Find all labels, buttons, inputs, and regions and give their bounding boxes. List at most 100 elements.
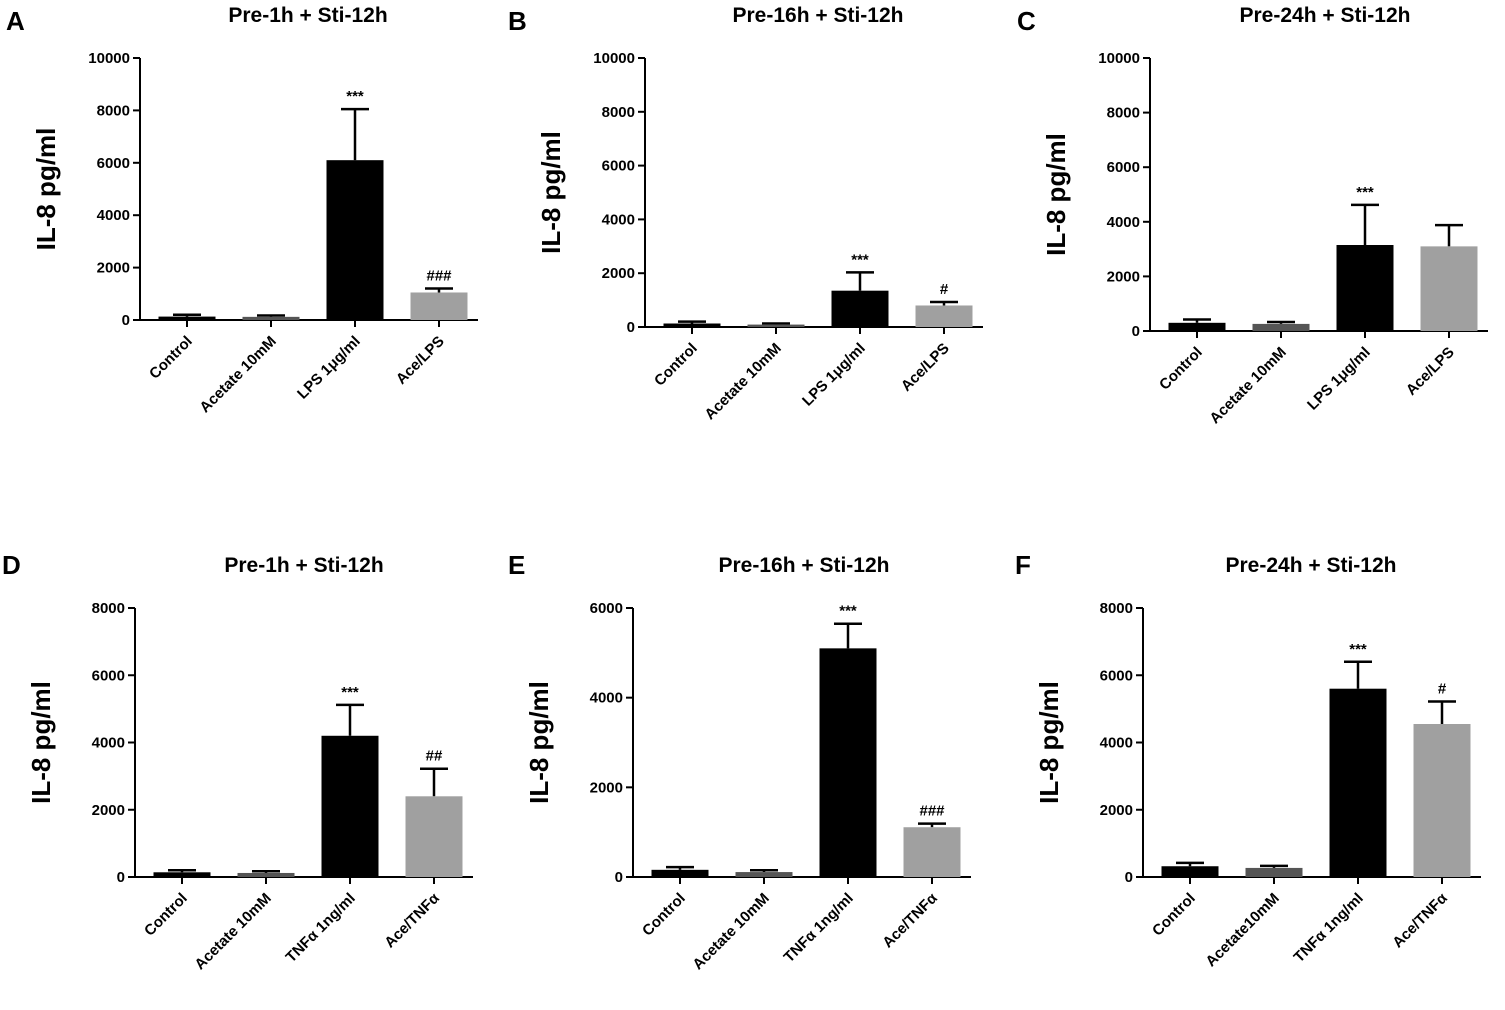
x-category-label: Ace/LPS <box>1403 344 1458 399</box>
chart-title-c: Pre-24h + Sti-12h <box>1240 4 1411 27</box>
x-category-label: Ace/TNFα <box>1389 889 1451 951</box>
significance-label: # <box>1438 680 1447 697</box>
panel-letter-a: A <box>6 6 25 36</box>
bar <box>1252 323 1310 331</box>
y-tick-label: 8000 <box>1100 600 1133 617</box>
x-category-label: Acetate 10mM <box>689 890 772 973</box>
y-tick-label: 2000 <box>602 265 635 282</box>
panel-letter-b: B <box>508 6 527 36</box>
bar <box>1168 322 1226 331</box>
bar <box>831 290 889 327</box>
y-tick-label: 4000 <box>1100 735 1133 752</box>
x-category-label: Control <box>146 333 196 383</box>
y-tick-label: 0 <box>117 869 125 886</box>
x-category-label: Control <box>1149 890 1199 940</box>
panel-letter-f: F <box>1015 550 1031 580</box>
chart-title-d: Pre-1h + Sti-12h <box>224 554 383 577</box>
y-tick-label: 10000 <box>88 50 130 67</box>
bar <box>1420 246 1478 331</box>
panel-letter-d: D <box>2 550 21 580</box>
y-tick-label: 10000 <box>593 50 635 67</box>
bar <box>1336 245 1394 331</box>
x-category-label: TNFα 1ng/ml <box>283 890 359 966</box>
y-tick-label: 6000 <box>590 600 623 617</box>
y-tick-label: 8000 <box>92 600 125 617</box>
y-tick-label: 2000 <box>590 779 623 796</box>
bar <box>405 796 463 877</box>
chart-title-b: Pre-16h + Sti-12h <box>733 4 904 27</box>
x-category-label: Acetate 10mM <box>191 890 274 973</box>
y-tick-label: 4000 <box>590 690 623 707</box>
y-tick-label: 0 <box>615 869 623 886</box>
x-category-label: Control <box>639 890 689 940</box>
x-category-label: Acetate 10mM <box>701 340 784 423</box>
y-tick-label: 6000 <box>1100 667 1133 684</box>
bar <box>321 735 379 877</box>
chart-title-e: Pre-16h + Sti-12h <box>719 554 890 577</box>
significance-label: *** <box>341 684 359 701</box>
x-category-label: Acetate 10mM <box>1206 344 1289 427</box>
y-axis-label-f: IL-8 pg/ml <box>1034 681 1064 804</box>
x-category-label: LPS 1μg/ml <box>1304 344 1374 414</box>
x-category-label: TNFα 1ng/ml <box>781 890 857 966</box>
x-category-label: TNFα 1ng/ml <box>1291 890 1367 966</box>
x-category-label: Ace/LPS <box>898 340 953 395</box>
bar <box>1161 866 1219 877</box>
significance-label: *** <box>346 88 364 105</box>
bar <box>819 648 877 877</box>
y-tick-label: 4000 <box>97 207 130 224</box>
significance-label: ## <box>426 748 443 765</box>
y-tick-label: 2000 <box>97 260 130 277</box>
x-category-label: Control <box>1156 344 1206 394</box>
y-tick-label: 2000 <box>1107 268 1140 285</box>
chart-title-a: Pre-1h + Sti-12h <box>228 4 387 27</box>
x-category-label: Acetate 10mM <box>196 333 279 416</box>
x-category-label: Acetate10mM <box>1202 890 1282 970</box>
x-category-label: Control <box>141 890 191 940</box>
y-tick-label: 6000 <box>92 667 125 684</box>
y-tick-label: 8000 <box>97 102 130 119</box>
y-tick-label: 0 <box>1132 323 1140 340</box>
bar <box>1329 688 1387 877</box>
x-category-label: Ace/TNFα <box>879 889 941 951</box>
y-tick-label: 2000 <box>1100 802 1133 819</box>
y-tick-label: 8000 <box>602 104 635 121</box>
bar <box>747 324 805 327</box>
bar <box>663 323 721 327</box>
y-tick-label: 10000 <box>1098 50 1140 67</box>
y-tick-label: 0 <box>627 319 635 336</box>
bar <box>237 872 295 877</box>
x-category-label: Control <box>651 340 701 390</box>
y-tick-label: 8000 <box>1107 105 1140 122</box>
significance-label: *** <box>839 603 857 620</box>
panel-letter-e: E <box>508 550 525 580</box>
x-category-label: Ace/LPS <box>393 333 448 388</box>
significance-label: *** <box>851 251 869 268</box>
y-tick-label: 6000 <box>1107 159 1140 176</box>
y-tick-label: 0 <box>1125 869 1133 886</box>
significance-label: *** <box>1356 184 1374 201</box>
significance-label: *** <box>1349 641 1367 658</box>
x-category-label: LPS 1μg/ml <box>799 340 869 410</box>
bar <box>153 872 211 877</box>
y-tick-label: 2000 <box>92 802 125 819</box>
significance-label: ### <box>426 268 452 285</box>
bar <box>903 827 961 877</box>
y-tick-label: 4000 <box>1107 214 1140 231</box>
y-tick-label: 6000 <box>602 158 635 175</box>
y-axis-label-e: IL-8 pg/ml <box>524 681 554 804</box>
y-tick-label: 0 <box>122 312 130 329</box>
significance-label: ### <box>919 803 945 820</box>
panel-letter-c: C <box>1017 6 1036 36</box>
bar <box>158 316 216 320</box>
bar <box>1245 867 1303 877</box>
y-tick-label: 6000 <box>97 155 130 172</box>
chart-title-f: Pre-24h + Sti-12h <box>1226 554 1397 577</box>
y-axis-label-a: IL-8 pg/ml <box>31 128 61 251</box>
bar <box>410 292 468 320</box>
y-axis-label-c: IL-8 pg/ml <box>1041 133 1071 256</box>
bar <box>242 316 300 320</box>
bar <box>735 872 793 877</box>
y-axis-label-d: IL-8 pg/ml <box>26 681 56 804</box>
